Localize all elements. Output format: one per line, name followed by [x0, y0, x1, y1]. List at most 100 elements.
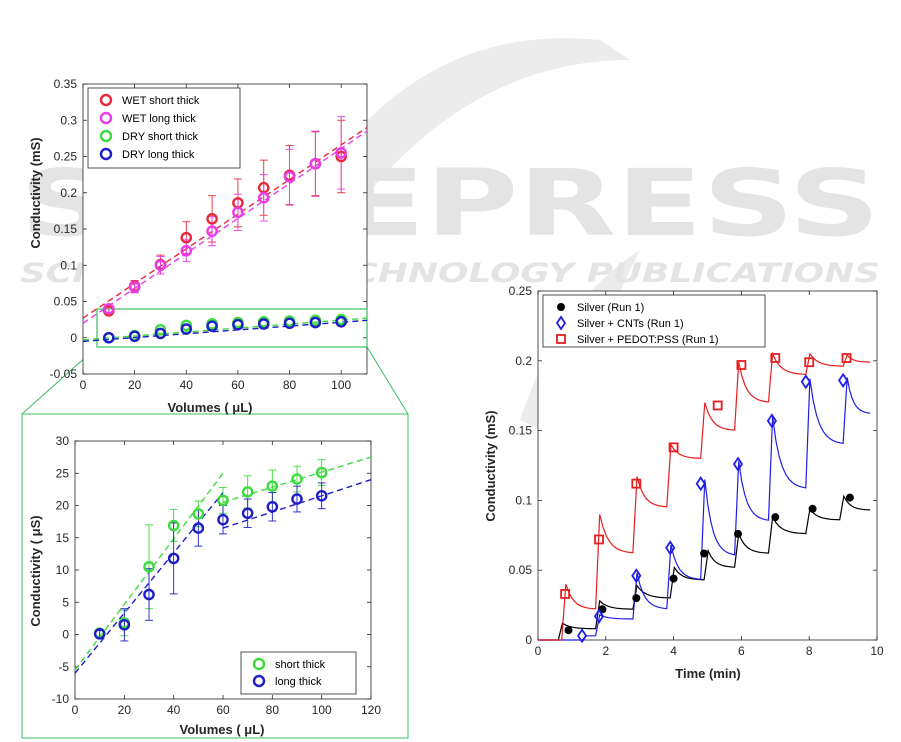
y-tick-label: 0.25	[54, 150, 78, 164]
legend-marker	[252, 657, 266, 671]
data-point	[167, 552, 180, 565]
data-point	[232, 318, 244, 331]
data-point	[93, 628, 106, 640]
data-marker	[766, 413, 777, 429]
data-marker	[631, 568, 642, 584]
legend-label: long thick	[275, 676, 322, 688]
legend-label: Silver (Run 1)	[577, 302, 644, 314]
y-tick-label: -0.05	[50, 367, 78, 381]
zoom-line-right	[366, 346, 409, 415]
legend-marker	[99, 129, 113, 143]
x-tick-label: 2	[602, 644, 609, 658]
panel-1: 0 20 40 60 80 100-0.0500.050.10.150.20.250.30…	[28, 77, 368, 415]
data-marker	[560, 589, 571, 599]
data-marker	[593, 608, 605, 624]
x-tick-label: 80	[266, 703, 280, 717]
fit-line	[82, 317, 368, 341]
data-point	[128, 330, 141, 343]
x-tick-label: 8	[806, 644, 813, 658]
x-tick-label: 60	[216, 703, 230, 717]
data-marker	[838, 372, 849, 388]
data-point	[266, 480, 279, 492]
data-point	[257, 192, 270, 204]
legend-marker	[99, 111, 113, 125]
y-tick-label: -10	[52, 692, 70, 706]
panel-2-xlabel: Volumes ( μL)	[180, 722, 265, 737]
y-tick-label: 0.25	[509, 284, 533, 298]
series-line	[538, 494, 871, 641]
data-marker	[841, 353, 852, 363]
y-tick-label: 30	[56, 434, 70, 448]
data-point	[241, 507, 254, 520]
data-marker	[808, 504, 817, 513]
legend-box	[542, 294, 766, 348]
data-point	[309, 157, 322, 170]
data-point	[283, 317, 296, 330]
data-marker	[736, 360, 747, 370]
x-tick-label: 0	[72, 703, 79, 717]
y-tick-label: 15	[56, 531, 70, 545]
x-tick-label: 60	[231, 378, 245, 392]
data-point	[206, 320, 218, 332]
legend-label: WET short thick	[122, 95, 200, 107]
data-point	[180, 244, 193, 257]
panel-3-axes: 0 2 4 6 8 10 0 0.05 0.1 0.15 0.2 0.25	[509, 284, 884, 658]
data-marker	[700, 549, 709, 558]
panel-3: 0 2 4 6 8 10 0 0.05 0.1 0.15 0.2 0.25 Silver (Run 1…	[483, 284, 884, 681]
y-tick-label: 0.1	[515, 493, 532, 507]
data-point	[232, 206, 244, 219]
y-tick-label: 0.05	[509, 563, 533, 577]
x-tick-label: 4	[670, 644, 677, 658]
y-tick-label: 25	[56, 466, 70, 480]
x-tick-label: 0	[80, 378, 87, 392]
legend-label: short thick	[275, 659, 326, 671]
panel-1-ylabel: Conductivity (mS)	[28, 137, 43, 248]
panel-2-ylabel: Conductivity ( μS)	[28, 515, 43, 626]
data-marker	[631, 478, 642, 489]
x-tick-label: 100	[312, 703, 332, 717]
y-tick-label: 0.05	[54, 295, 78, 309]
x-tick-label: 120	[361, 703, 381, 717]
y-tick-label: 20	[56, 499, 70, 513]
data-marker	[555, 315, 567, 331]
panel-3-lines	[538, 351, 871, 641]
x-tick-label: 20	[128, 378, 142, 392]
x-tick-label: 40	[167, 703, 181, 717]
y-tick-label: 0.35	[54, 77, 78, 91]
data-marker	[695, 476, 706, 492]
panel-2: 0 20 40 60 80 100 120 -10 -5 0 5 10 15 20 25 30 short t…	[28, 434, 381, 737]
data-point	[103, 331, 115, 344]
legend-marker	[252, 674, 266, 688]
y-tick-label: 0.1	[60, 258, 77, 272]
legend-label: Silver + PEDOT:PSS (Run 1)	[577, 334, 719, 346]
data-marker	[669, 574, 678, 583]
panel-1-xlabel: Volumes ( μL)	[168, 400, 253, 415]
data-point	[206, 225, 218, 237]
series-line	[538, 377, 871, 641]
data-point	[180, 319, 193, 332]
legend-label: WET long thick	[122, 113, 196, 125]
panel-1-legend: WET short thick WET long thick DRY short t…	[87, 87, 241, 169]
legend-label: Silver + CNTs (Run 1)	[577, 318, 684, 330]
data-point	[206, 213, 218, 225]
panel-1-markers	[103, 147, 347, 344]
y-tick-label: 0.3	[60, 113, 77, 127]
data-point	[128, 281, 141, 293]
data-point	[266, 500, 279, 513]
data-marker	[557, 303, 565, 311]
data-marker	[668, 442, 679, 453]
y-tick-label: 0.15	[509, 424, 533, 438]
data-point	[103, 302, 115, 315]
data-point	[217, 513, 229, 526]
x-tick-label: 100	[331, 378, 351, 392]
data-point	[192, 508, 205, 520]
data-point	[143, 588, 155, 601]
data-marker	[804, 357, 815, 368]
zoom-frame	[21, 413, 409, 739]
zoom-region-box	[96, 308, 368, 348]
data-marker	[734, 529, 743, 538]
legend-box	[87, 87, 241, 169]
panel-3-markers	[560, 353, 854, 644]
data-point	[335, 147, 347, 159]
x-tick-label: 20	[118, 703, 132, 717]
